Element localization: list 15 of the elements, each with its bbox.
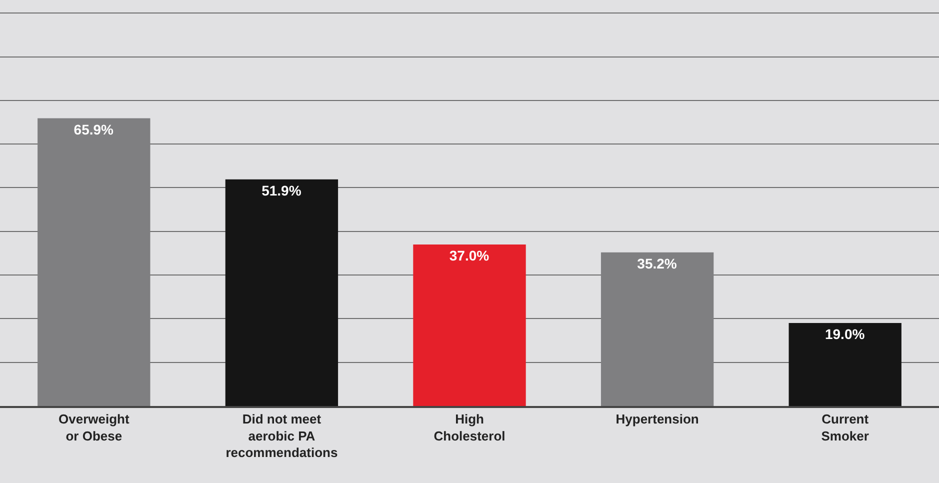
x-tick-label: Hypertension	[616, 411, 699, 426]
bar	[413, 244, 526, 406]
data-label: 51.9%	[262, 182, 302, 198]
x-tick-label: Did not meet aerobic PA recommendations	[226, 411, 338, 460]
x-tick-label: High Cholesterol	[434, 411, 506, 444]
data-label: 65.9%	[74, 121, 114, 138]
data-label: 35.2%	[637, 255, 678, 272]
bar	[38, 118, 150, 406]
bar	[600, 252, 714, 406]
bar	[225, 179, 338, 406]
data-label: 19.0%	[824, 326, 866, 342]
x-tick-label: Current Smoker	[821, 411, 870, 444]
x-tick-label: Overweight or Obese	[58, 411, 130, 444]
data-label: 37.0%	[449, 247, 490, 264]
bar	[788, 323, 902, 406]
